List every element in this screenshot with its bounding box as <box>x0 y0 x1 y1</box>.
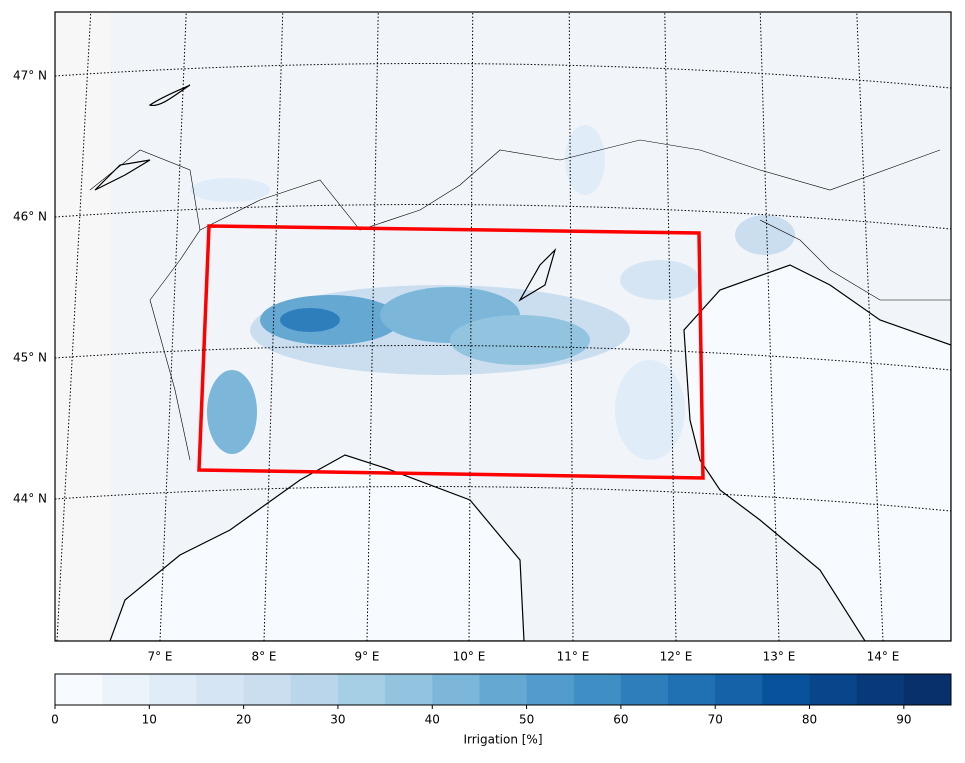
colorbar-bin <box>55 674 103 705</box>
colorbar-bin <box>290 674 339 705</box>
colorbar: 0 10 20 30 40 50 60 70 80 90 <box>51 673 952 727</box>
lat-label: 45° N <box>13 351 47 365</box>
lat-label: 47° N <box>13 69 47 83</box>
colorbar-bin <box>102 674 150 705</box>
colorbar-bin <box>856 674 905 705</box>
lon-label: 9° E <box>354 650 379 664</box>
colorbar-bin <box>479 674 528 705</box>
study-domain <box>197 224 705 480</box>
lon-label: 7° E <box>147 650 172 664</box>
colorbar-bin <box>809 674 858 705</box>
colorbar-tick-label: 60 <box>613 713 628 727</box>
colorbar-bin <box>526 674 575 705</box>
land-edge <box>55 12 110 641</box>
lon-label: 14° E <box>867 650 900 664</box>
colorbar-frame <box>54 673 952 706</box>
colorbar-bin <box>620 674 669 705</box>
colorbar-tick-label: 40 <box>425 713 440 727</box>
colorbar-tick-label: 50 <box>519 713 534 727</box>
colorbar-label: Irrigation [%] <box>463 733 542 747</box>
colorbar-tick-label: 70 <box>708 713 723 727</box>
colorbar-bin <box>715 674 763 705</box>
lon-label: 11° E <box>557 650 590 664</box>
colorbar-bin <box>903 674 952 705</box>
map-area <box>55 12 965 641</box>
colorbar-bin <box>196 674 245 705</box>
lat-label: 44° N <box>13 492 47 506</box>
colorbar-tick-label: 30 <box>330 713 345 727</box>
colorbar-bin <box>149 674 197 705</box>
sea-adriatic <box>683 264 951 641</box>
colorbar-bin <box>385 674 433 705</box>
colorbar-bin <box>432 674 480 705</box>
sea-ligurian <box>109 454 525 641</box>
colorbar-bin <box>243 674 292 705</box>
colorbar-bin <box>668 674 716 705</box>
map-frame <box>54 11 952 642</box>
lon-label: 10° E <box>453 650 486 664</box>
colorbar-bin <box>762 674 811 705</box>
colorbar-tick-label: 80 <box>802 713 817 727</box>
irrigation-field <box>190 125 795 460</box>
meridian <box>952 12 965 641</box>
colorbar-tick-label: 0 <box>51 713 59 727</box>
lon-label: 8° E <box>251 650 276 664</box>
lakes <box>94 84 557 302</box>
lon-label: 13° E <box>763 650 796 664</box>
colorbar-bin <box>573 674 622 705</box>
colorbar-tick-label: 20 <box>236 713 251 727</box>
colorbar-tick-label: 10 <box>142 713 157 727</box>
lon-label: 12° E <box>660 650 693 664</box>
colorbar-bin <box>337 674 386 705</box>
colorbar-tick-label: 90 <box>896 713 911 727</box>
lat-label: 46° N <box>13 210 47 224</box>
